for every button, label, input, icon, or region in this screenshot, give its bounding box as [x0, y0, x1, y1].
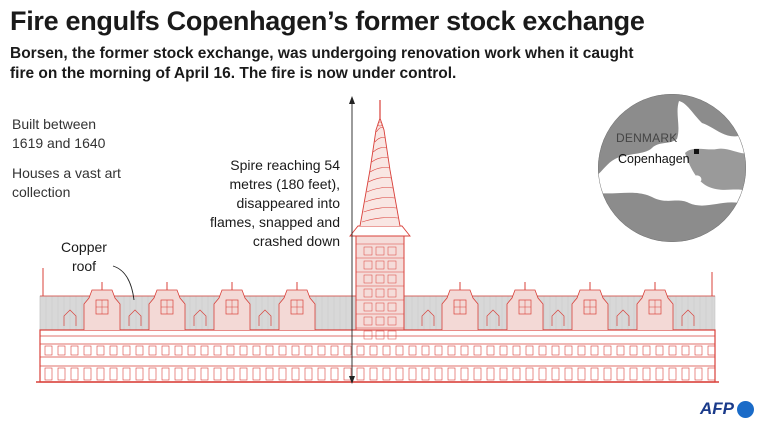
dormer-gables [63, 282, 695, 330]
afp-logo: AFP [700, 399, 754, 419]
built-note: Built between 1619 and 1640 [12, 116, 106, 151]
spire-annotation: Spire reaching 54 metres (180 feet), dis… [210, 157, 340, 249]
locator-map [598, 94, 746, 242]
afp-credit: AFP [700, 399, 734, 418]
dragon-spire [349, 100, 411, 340]
roof-annotation: Copper roof [61, 239, 107, 274]
map-country-label: DENMARK [616, 131, 678, 145]
page-subtitle: Borsen, the former stock exchange, was u… [10, 45, 634, 82]
page-title: Fire engulfs Copenhagen’s former stock e… [10, 6, 645, 36]
map-city-label: Copenhagen [618, 152, 690, 166]
copenhagen-marker [694, 149, 699, 154]
globe-icon [737, 400, 754, 418]
building-facade [36, 268, 719, 383]
annotation-pointers [112, 96, 355, 384]
collection-note: Houses a vast art collection [12, 165, 121, 200]
